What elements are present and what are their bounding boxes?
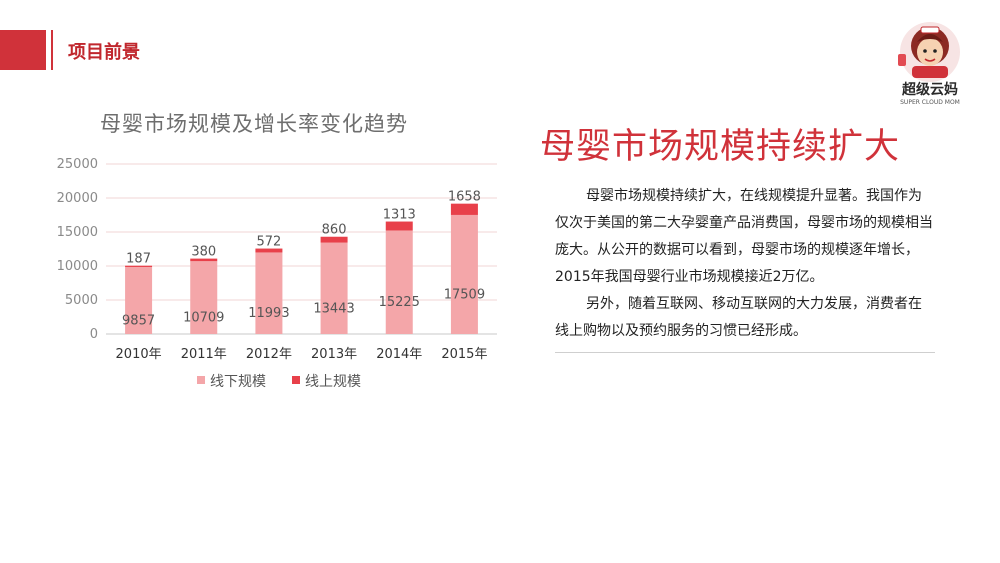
data-label-offline: 13443 [313, 301, 354, 316]
headline: 母婴市场规模持续扩大 [540, 127, 901, 167]
section-title: 项目前景 [68, 42, 140, 63]
header-accent-line [51, 30, 53, 70]
bar-offline [125, 266, 153, 334]
data-label-online: 572 [257, 235, 282, 250]
legend-label-online: 线上规模 [305, 374, 361, 390]
chart-title: 母婴市场规模及增长率变化趋势 [100, 112, 408, 136]
brand-logo: 超级云妈 SUPER CLOUD MOM [898, 22, 960, 106]
stacked-bar-chart: 0 5000 10000 15000 20000 25000 9857 187 2010年 107… [57, 157, 497, 390]
bar-online [255, 248, 283, 253]
x-tick-label: 2010年 [116, 347, 162, 362]
bar-offline [450, 214, 478, 334]
data-label-online: 1658 [448, 190, 481, 205]
data-label-offline: 15225 [379, 295, 420, 310]
bar-online [125, 265, 153, 267]
bar-offline [255, 252, 283, 334]
logo-text: 超级云妈 [901, 81, 958, 98]
data-label-offline: 11993 [248, 306, 289, 321]
x-tick-label: 2012年 [246, 347, 292, 362]
bar-offline [320, 242, 348, 334]
bar-online [450, 203, 478, 215]
header-accent-block [0, 30, 46, 70]
bar-online [190, 258, 218, 262]
data-label-offline: 10709 [183, 311, 224, 326]
x-tick-label: 2011年 [181, 347, 227, 362]
bar-offline [385, 230, 413, 334]
paragraph-1: 母婴市场规模持续扩大，在线规模提升显著。我国作为仅次于美国的第二大孕婴童产品消费… [555, 188, 933, 285]
data-label-offline: 17509 [444, 287, 485, 302]
paragraph-2: 另外，随着互联网、移动互联网的大力发展，消费者在线上购物以及预约服务的习惯已经形… [555, 296, 922, 339]
bar-online [320, 236, 348, 243]
y-tick-label: 5000 [65, 293, 98, 308]
description-box: 母婴市场规模持续扩大，在线规模提升显著。我国作为仅次于美国的第二大孕婴童产品消费… [555, 183, 935, 353]
data-label-online: 1313 [383, 208, 416, 223]
x-tick-label: 2015年 [441, 347, 487, 362]
x-tick-label: 2013年 [311, 347, 357, 362]
y-tick-label: 20000 [57, 191, 98, 206]
legend-label-offline: 线下规模 [210, 374, 266, 390]
y-tick-label: 0 [90, 327, 98, 342]
data-label-online: 860 [322, 223, 347, 238]
bar-online [385, 221, 413, 231]
x-tick-label: 2014年 [376, 347, 422, 362]
legend-swatch-offline [197, 376, 205, 384]
y-tick-label: 10000 [57, 259, 98, 274]
y-tick-label: 25000 [57, 157, 98, 172]
data-label-online: 187 [126, 252, 151, 267]
data-label-online: 380 [191, 245, 216, 260]
legend-swatch-online [292, 376, 300, 384]
y-tick-label: 15000 [57, 225, 98, 240]
bar-offline [190, 261, 218, 334]
logo-subtext: SUPER CLOUD MOM [900, 99, 960, 106]
data-label-offline: 9857 [122, 313, 155, 328]
